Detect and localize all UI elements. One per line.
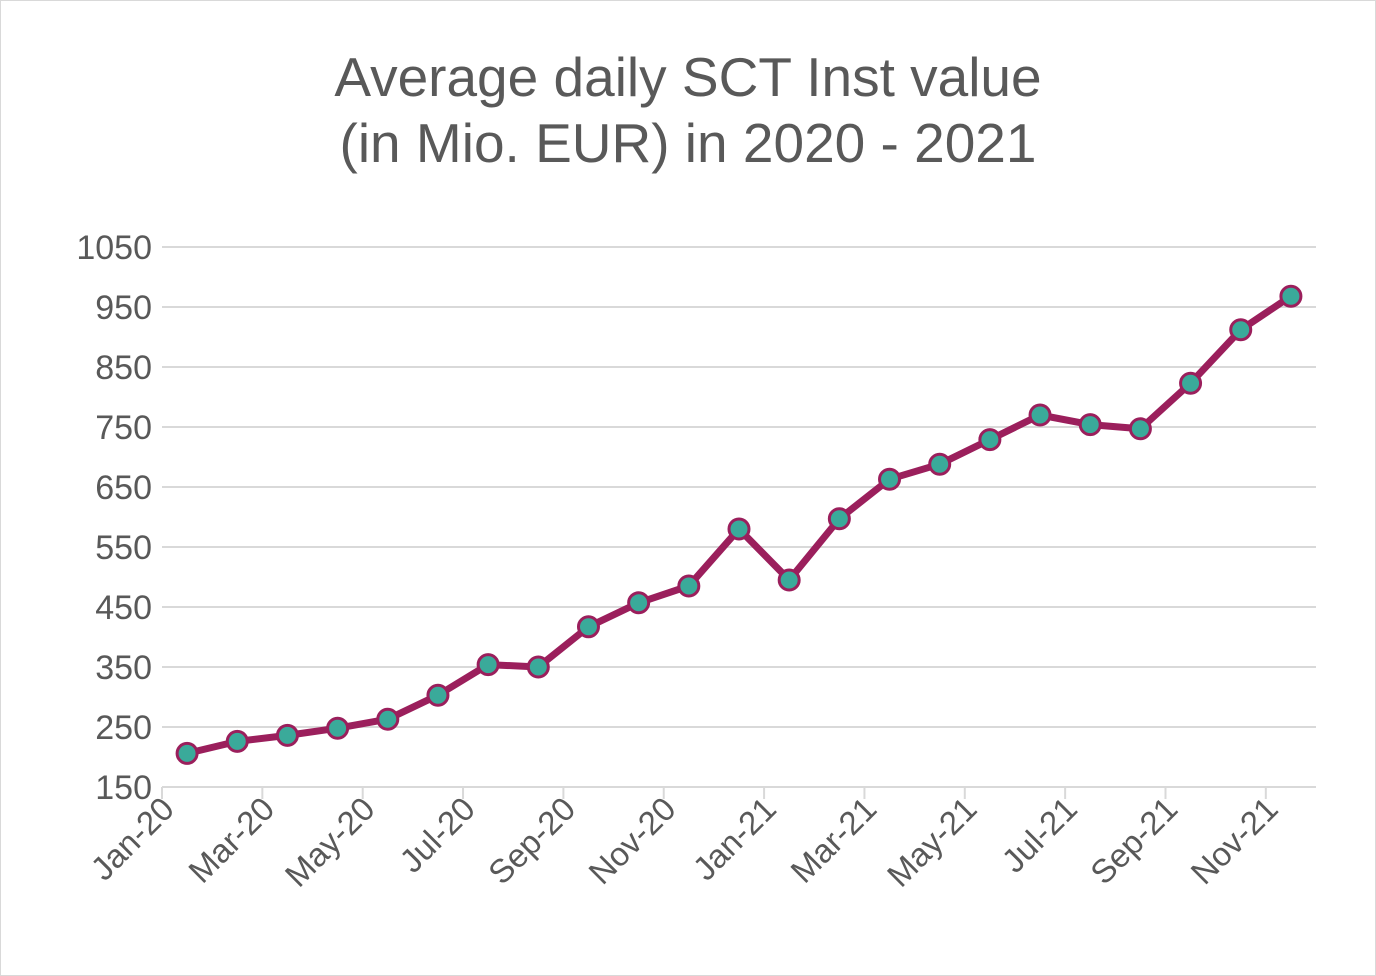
data-point-jun-21: [1028, 403, 1052, 427]
chart-title: Average daily SCT Inst value (in Mio. EU…: [0, 44, 1376, 176]
y-tick-label-350: 350: [95, 649, 152, 687]
data-point-jul-21: [1078, 413, 1102, 437]
data-point-nov-21: [1279, 284, 1303, 308]
data-point-mar-20: [275, 723, 299, 747]
x-tick-label-nov-21: Nov-21: [1183, 790, 1284, 891]
x-tick-label-may-20: May-20: [278, 790, 382, 894]
data-point-apr-20: [326, 716, 350, 740]
y-tick-label-650: 650: [95, 469, 152, 507]
data-point-jan-21: [777, 568, 801, 592]
data-point-may-20: [376, 707, 400, 731]
x-tick-label-sep-20: Sep-20: [481, 790, 582, 891]
x-tick-label-jul-21: Jul-21: [994, 790, 1084, 880]
data-point-feb-20: [225, 729, 249, 753]
series-markers: [175, 284, 1303, 765]
x-tick-label-mar-21: Mar-21: [783, 790, 883, 890]
y-tick-label-850: 850: [95, 349, 152, 387]
y-tick-label-750: 750: [95, 409, 152, 447]
data-point-jul-20: [476, 653, 500, 677]
x-tick-label-may-21: May-21: [880, 790, 984, 894]
y-tick-label-150: 150: [95, 769, 152, 807]
data-point-apr-21: [928, 452, 952, 476]
data-point-oct-20: [627, 591, 651, 615]
data-point-jun-20: [426, 683, 450, 707]
x-tick-label-nov-20: Nov-20: [581, 790, 682, 891]
data-point-nov-20: [677, 574, 701, 598]
x-axis: [161, 786, 1316, 799]
y-tick-label-550: 550: [95, 529, 152, 567]
data-point-feb-21: [827, 507, 851, 531]
x-tick-label-sep-21: Sep-21: [1083, 790, 1184, 891]
data-point-aug-20: [526, 655, 550, 679]
data-point-may-21: [978, 428, 1002, 452]
chart-title-line-2: (in Mio. EUR) in 2020 - 2021: [339, 112, 1037, 174]
data-point-dec-20: [727, 517, 751, 541]
x-tick-label-mar-20: Mar-20: [181, 790, 281, 890]
y-tick-label-950: 950: [95, 289, 152, 327]
data-point-jan-20: [175, 741, 199, 765]
y-tick-label-450: 450: [95, 589, 152, 627]
chart-title-line-1: Average daily SCT Inst value: [334, 46, 1042, 108]
data-point-aug-21: [1128, 417, 1152, 441]
y-tick-label-250: 250: [95, 709, 152, 747]
x-tick-label-jul-20: Jul-20: [392, 790, 482, 880]
data-point-sep-20: [576, 615, 600, 639]
y-axis-tick-labels: 150 250 350 450 550 650 750 850 950 1050: [76, 229, 152, 807]
y-tick-label-1050: 1050: [76, 229, 152, 267]
data-point-oct-21: [1229, 318, 1253, 342]
data-point-mar-21: [878, 467, 902, 491]
data-point-sep-21: [1179, 371, 1203, 395]
x-tick-label-jan-21: Jan-21: [686, 790, 784, 888]
gridlines: [162, 246, 1316, 788]
